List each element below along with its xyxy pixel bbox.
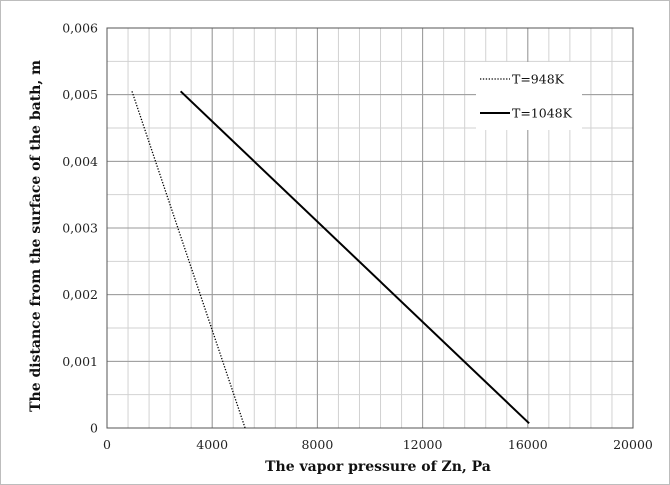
series-line-2 (179, 90, 530, 425)
y-tick-labels: 0 0,001 0,002 0,003 0,004 0,005 0,006 (62, 21, 98, 436)
y-tick-label: 0,006 (62, 21, 98, 36)
x-tick-label: 20000 (613, 437, 653, 452)
y-axis-title: The distance from the surface of the bat… (28, 60, 44, 412)
x-tick-label: 0 (103, 437, 111, 452)
series-layer (131, 90, 530, 429)
y-tick-label: 0,004 (62, 154, 98, 169)
x-axis-title: The vapor pressure of Zn, Pa (265, 459, 491, 475)
grid (106, 27, 634, 429)
legend-label: T=948K (512, 72, 565, 87)
x-tick-labels: 0 4000 8000 12000 16000 20000 (103, 437, 653, 452)
y-tick-label: 0,003 (62, 221, 98, 236)
y-tick-label: 0,001 (62, 354, 98, 369)
series-line-1 (131, 91, 246, 429)
legend-label: T=1048K (512, 106, 573, 121)
y-tick-label: 0 (90, 421, 98, 436)
plot-area-border (106, 27, 634, 429)
y-tick-label: 0,002 (62, 287, 98, 302)
x-tick-label: 4000 (196, 437, 228, 452)
legend-background (476, 62, 582, 130)
legend: T=948K T=1048K (476, 62, 582, 130)
y-tick-label: 0,005 (62, 87, 98, 102)
x-tick-label: 16000 (508, 437, 548, 452)
x-tick-label: 8000 (301, 437, 333, 452)
x-tick-label: 12000 (403, 437, 443, 452)
